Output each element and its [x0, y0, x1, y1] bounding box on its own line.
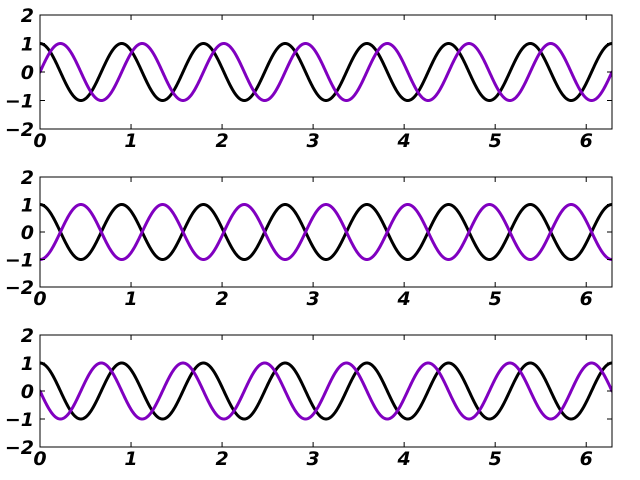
chart-panel-1: 0 1 2 3 4 5 6 2 1 0 −1 −2 [5, 5, 613, 152]
y-tick-label: 0 [21, 62, 34, 84]
y-tick-label: −2 [5, 437, 34, 459]
y-tick-label: 2 [21, 325, 34, 347]
x-tick-label: 4 [397, 130, 411, 152]
x-tick-label: 4 [397, 448, 411, 470]
chart-panel-2: 0 1 2 3 4 5 6 2 1 0 −1 −2 [5, 167, 613, 310]
series-line-1-2 [40, 42, 612, 102]
series-line-3-2 [40, 361, 612, 421]
series-line-1-1 [40, 42, 612, 102]
x-tick-label: 1 [124, 130, 137, 152]
chart-panel-3: 0 1 2 3 4 5 6 2 1 0 −1 −2 [5, 325, 613, 470]
y-tick-label: −1 [5, 91, 34, 113]
x-tick-label: 2 [215, 288, 228, 310]
x-tick-label: 1 [124, 288, 137, 310]
x-tick-label: 4 [397, 288, 411, 310]
x-tick-label: 5 [489, 288, 502, 310]
x-tick-label: 3 [306, 288, 319, 310]
x-tick-label: 5 [489, 448, 502, 470]
y-tick-label: 0 [21, 381, 34, 403]
x-tick-label: 0 [33, 288, 46, 310]
x-tick-label: 6 [580, 448, 593, 470]
x-tick-label: 2 [215, 448, 228, 470]
y-tick-label: −1 [5, 409, 34, 431]
y-tick-label: −2 [5, 277, 34, 299]
y-tick-label: 1 [21, 34, 34, 56]
y-tick-label: 2 [21, 5, 34, 27]
x-tick-label: 5 [489, 130, 502, 152]
x-tick-label: 2 [215, 130, 228, 152]
series-line-3-1 [40, 361, 612, 421]
x-tick-label: 3 [306, 130, 319, 152]
x-tick-label: 0 [33, 130, 46, 152]
y-tick-label: −1 [5, 250, 34, 272]
plot-frame-2 [39, 176, 613, 288]
y-tick-label: −2 [5, 119, 34, 141]
series-line-2-2 [40, 203, 612, 261]
x-tick-label: 1 [124, 448, 137, 470]
x-tick-label: 6 [580, 130, 593, 152]
y-tick-label: 2 [21, 167, 34, 189]
x-tick-label: 3 [306, 448, 319, 470]
x-tick-label: 6 [580, 288, 593, 310]
y-tick-label: 1 [21, 353, 34, 375]
y-tick-label: 0 [21, 222, 34, 244]
x-tick-label: 0 [33, 448, 46, 470]
y-tick-label: 1 [21, 195, 34, 217]
series-line-2-1 [40, 203, 612, 261]
